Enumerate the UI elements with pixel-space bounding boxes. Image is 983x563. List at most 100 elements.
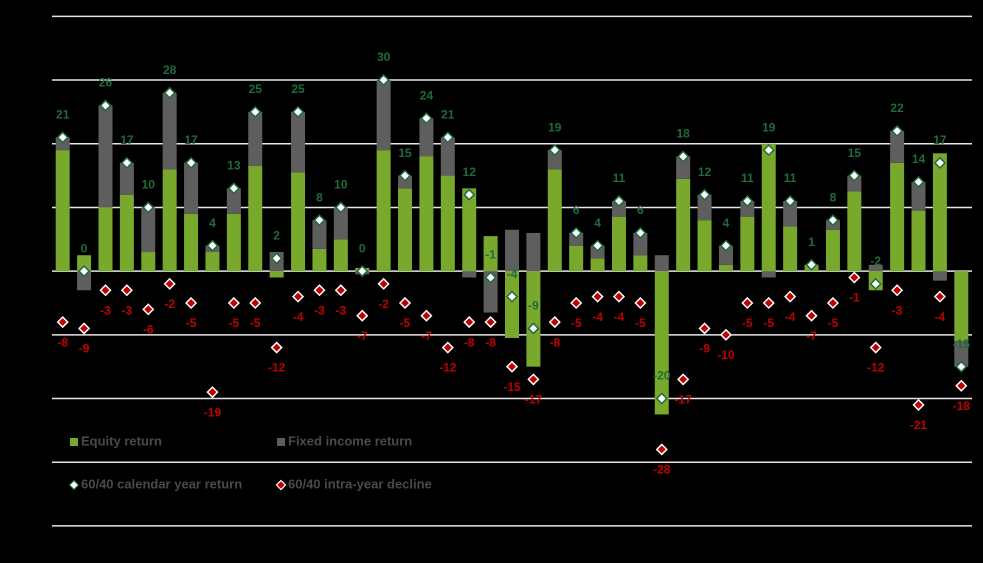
bar <box>141 207 156 253</box>
data-label: -21 <box>910 418 928 432</box>
bar <box>162 92 177 170</box>
marker <box>420 309 433 322</box>
bar <box>98 105 113 208</box>
marker <box>741 296 754 310</box>
marker <box>719 328 733 341</box>
marker <box>655 392 668 405</box>
marker <box>955 379 968 392</box>
bar <box>611 201 626 217</box>
data-label: 11 <box>613 171 626 185</box>
data-label: -17 <box>525 393 543 407</box>
data-label: -9 <box>528 299 539 313</box>
bar <box>376 150 391 272</box>
data-label: -5 <box>742 316 753 330</box>
bar <box>248 166 263 272</box>
data-label: 25 <box>249 82 263 96</box>
data-label: -8 <box>57 335 68 349</box>
marker <box>677 373 690 386</box>
data-label: -1 <box>485 248 496 262</box>
data-label: -4 <box>935 310 946 324</box>
marker <box>912 398 925 411</box>
data-label: -20 <box>653 369 671 383</box>
marker <box>891 284 904 297</box>
bar <box>483 236 498 272</box>
marker <box>848 169 861 182</box>
data-label: 0 <box>359 241 366 255</box>
bar <box>291 111 306 173</box>
marker <box>463 316 476 329</box>
bar <box>890 131 905 163</box>
bar <box>761 271 776 278</box>
marker <box>227 182 240 195</box>
marker <box>249 296 262 310</box>
marker <box>377 73 390 87</box>
marker <box>805 258 818 271</box>
bar <box>269 271 284 278</box>
bar <box>590 258 605 272</box>
marker <box>762 144 775 157</box>
data-label: -18 <box>953 399 971 413</box>
marker <box>377 277 390 290</box>
marker <box>99 99 112 112</box>
bar <box>847 191 862 272</box>
data-label: -7 <box>421 329 432 343</box>
data-label: -3 <box>122 303 133 317</box>
marker <box>527 373 540 386</box>
data-label: 24 <box>420 88 434 102</box>
data-label: 17 <box>120 133 134 147</box>
marker <box>912 175 925 189</box>
bar <box>119 194 134 272</box>
data-label: -19 <box>204 405 222 419</box>
bar <box>505 229 519 272</box>
data-label: -1 <box>849 291 860 305</box>
marker <box>805 309 818 322</box>
data-label: 2 <box>273 229 280 243</box>
bar <box>868 264 883 272</box>
marker <box>398 169 412 182</box>
data-label: 15 <box>398 146 412 160</box>
bar <box>783 201 798 227</box>
bar <box>761 143 776 272</box>
marker <box>484 271 497 284</box>
data-label: 11 <box>784 171 797 185</box>
bar <box>440 137 455 176</box>
bar <box>547 169 562 272</box>
marker <box>78 322 91 335</box>
bar <box>569 245 584 272</box>
data-label: -2 <box>378 297 389 311</box>
bar <box>654 255 669 272</box>
bar <box>932 153 947 272</box>
bar <box>184 213 199 272</box>
bar <box>505 271 519 339</box>
marker <box>591 239 604 252</box>
marker <box>291 290 305 303</box>
data-label: -6 <box>143 323 154 337</box>
marker <box>56 131 69 144</box>
bar <box>676 156 691 179</box>
marker <box>163 277 176 290</box>
marker <box>848 271 861 284</box>
marker <box>120 156 133 169</box>
data-label: -4 <box>785 310 796 324</box>
data-label: 11 <box>741 171 754 185</box>
marker <box>484 316 497 329</box>
marker <box>826 296 839 310</box>
data-label: -3 <box>100 303 111 317</box>
data-label: 19 <box>548 120 562 134</box>
data-label: 0 <box>81 241 88 255</box>
bar <box>312 220 327 249</box>
data-label: -3 <box>892 303 903 317</box>
legend-label: 60/40 intra-year decline <box>288 476 432 491</box>
data-label: -17 <box>674 393 692 407</box>
marker <box>441 131 454 144</box>
bar <box>718 264 733 272</box>
data-label: 21 <box>56 108 70 122</box>
marker <box>634 226 647 239</box>
data-label: 6 <box>573 203 580 217</box>
legend-swatch <box>70 438 78 446</box>
marker <box>206 386 219 399</box>
data-label: 30 <box>377 50 391 64</box>
marker <box>398 296 412 310</box>
bar <box>954 341 969 367</box>
